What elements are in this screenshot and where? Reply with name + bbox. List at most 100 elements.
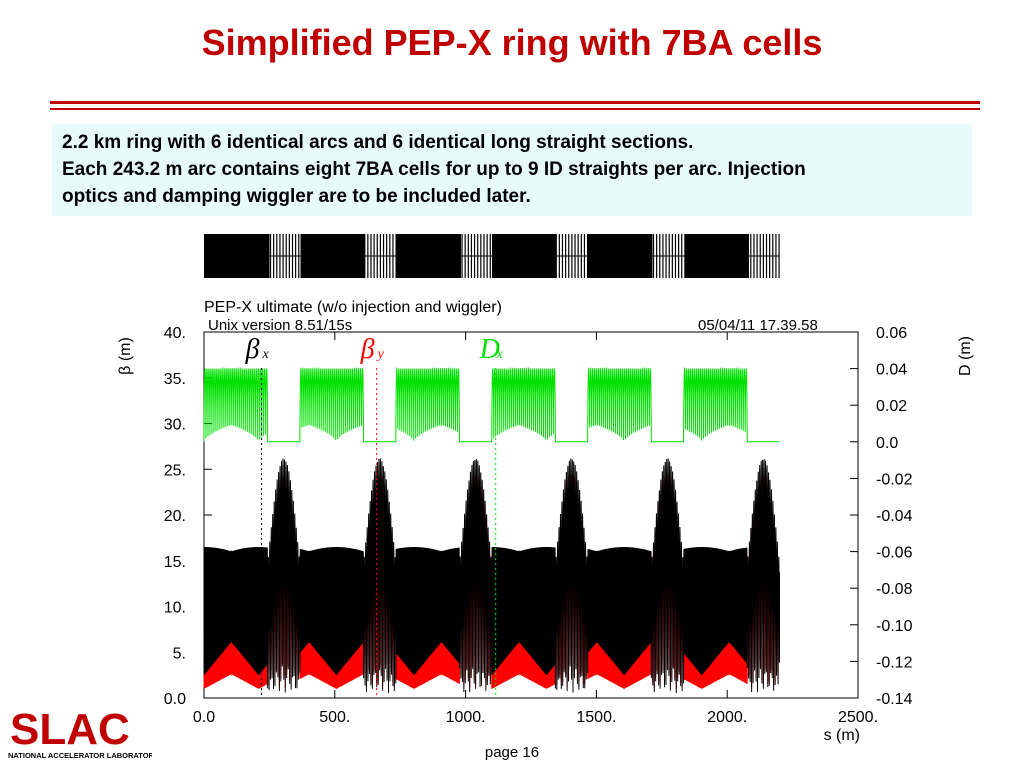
info-line-2: Each 243.2 m arc contains eight 7BA cell… [62,159,806,180]
lattice-magnet [473,234,476,278]
lattice-magnet [759,234,761,278]
x-tick-label: 2000. [707,709,747,726]
x-tick-label: 500. [319,709,350,726]
lattice-magnet [756,234,758,278]
y-left-tick-label: 25. [164,462,186,479]
lattice-magnet [678,234,680,278]
lattice-magnet [674,234,677,278]
y-left-tick-label: 20. [164,508,186,525]
lattice-magnet [571,234,573,278]
y-right-tick-label: -0.02 [876,471,913,488]
y-right-tick-label: -0.10 [876,618,913,635]
lattice-magnet [276,234,278,278]
lattice-magnet [285,234,287,278]
lattice-magnet [662,234,664,278]
plot-title: PEP-X ultimate (w/o injection and wiggle… [204,299,502,316]
logo-subtitle: NATIONAL ACCELERATOR LABORATORY [8,751,152,760]
lattice-magnet [279,234,281,278]
lattice-magnet [558,234,560,278]
lattice-magnet [659,234,661,278]
lattice-magnet [574,234,576,278]
lattice-magnet [778,234,780,278]
y-left-tick-label: 15. [164,554,186,571]
plot-curves [203,366,781,694]
lattice-magnet [389,234,391,278]
y-left-tick-label: 40. [164,325,186,342]
y-axis-right-label: D (m) [957,336,974,376]
lattice-magnet [470,234,473,278]
lattice-magnet [489,234,491,278]
lattice-magnet [267,234,270,278]
lattice-magnet [395,234,397,278]
lattice-magnet [656,234,658,278]
lattice-magnet [392,234,394,278]
lattice-magnet [652,234,655,278]
plot-version: Unix version 8.51/15s [208,317,353,334]
lattice-magnet [561,234,564,278]
title-rule-top [50,101,980,104]
y-left-tick-label: 0.0 [164,691,186,708]
y-right-tick-label: -0.08 [876,581,913,598]
title-rule-bottom [50,108,980,110]
x-tick-label: 1500. [576,709,616,726]
slide-title: Simplified PEP-X ring with 7BA cells [201,22,823,63]
x-tick-label: 0.0 [193,709,215,726]
lattice-magnet [769,234,771,278]
lattice-magnet [583,234,586,278]
legend-label-βx: β [245,334,260,365]
slac-logo: SLAC NATIONAL ACCELERATOR LABORATORY [8,705,152,760]
x-tick-label: 2500. [838,709,878,726]
info-line-1: 2.2 km ring with 6 identical arcs and 6 … [62,132,694,153]
y-right-tick-label: 0.0 [876,435,898,452]
lattice-magnet [269,234,272,278]
lattice-magnet [580,234,582,278]
y-left-tick-label: 35. [164,371,186,388]
lattice-magnet [376,234,378,278]
page-number: page 16 [484,744,540,761]
lattice-magnet [373,234,375,278]
legend-sub-βx: x [262,347,270,362]
y-right-tick-label: -0.06 [876,545,913,562]
x-tick-label: 1000. [446,709,486,726]
legend-sub-Dx: x [496,347,504,362]
lattice-magnet [364,234,366,278]
lattice-magnet [586,234,589,278]
lattice-magnet [577,234,579,278]
lattice-magnet [681,234,683,278]
lattice-magnet [459,234,461,278]
lattice-strip [204,234,780,278]
lattice-magnet [486,234,488,278]
lattice-magnet [775,234,777,278]
lattice-magnet [464,234,466,278]
legend: β x β y Dx [245,334,504,698]
lattice-magnet [379,234,381,278]
lattice-magnet [273,234,275,278]
lattice-magnet [295,234,297,278]
lattice-magnet [382,234,385,278]
plot-timestamp: 05/04/11 17.39.58 [698,317,818,334]
legend-sub-βy: y [376,347,385,362]
logo-text: SLAC [10,705,130,754]
legend-label-Dx: D [479,334,500,365]
lattice-magnet [291,234,294,278]
info-line-3: optics and damping wiggler are to be inc… [62,186,531,207]
lattice-magnet [480,234,482,278]
y-right-tick-label: 0.06 [876,325,907,342]
lattice-magnet [282,234,284,278]
y-axis-left-label: β (m) [117,337,134,375]
series-line-Dx [203,366,780,443]
lattice-magnet [483,234,485,278]
y-right-tick-label: 0.02 [876,398,907,415]
lattice-magnet [665,234,667,278]
lattice-magnet [467,234,469,278]
info-box: 2.2 km ring with 6 identical arcs and 6 … [52,124,972,216]
lattice-magnet [555,234,557,278]
lattice-magnet [772,234,774,278]
lattice-magnet [568,234,570,278]
lattice-magnet [765,234,768,278]
lattice-magnet [750,234,752,278]
y-right-tick-label: -0.12 [876,654,913,671]
lattice-magnet [370,234,372,278]
legend-label-βy: β [360,334,375,365]
